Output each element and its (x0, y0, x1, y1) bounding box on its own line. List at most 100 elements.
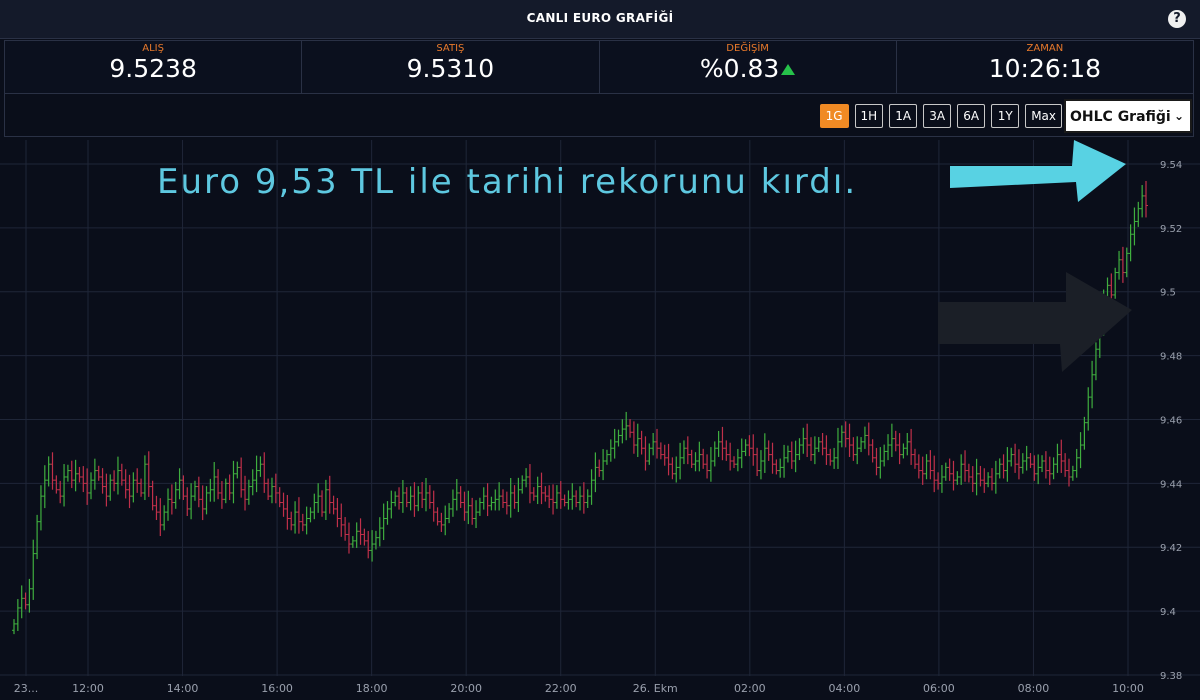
ohlc-bar (189, 483, 194, 520)
ohlc-bar (1090, 360, 1095, 409)
stat-label: ZAMAN (1026, 43, 1064, 54)
ohlc-bar (1036, 454, 1041, 485)
ohlc-bar (551, 484, 556, 515)
ohlc-bar (212, 462, 217, 502)
ohlc-bar (966, 463, 971, 483)
ohlc-bar (1128, 224, 1133, 262)
ohlc-bar (635, 423, 640, 457)
ohlc-bar (1043, 451, 1048, 479)
ohlc-bar (762, 433, 767, 473)
ohlc-bar (1051, 457, 1056, 480)
x-tick-label: 23... (14, 682, 39, 695)
range-button-3a[interactable]: 3A (923, 104, 952, 128)
ohlc-bar (377, 517, 382, 547)
ohlc-bar (855, 436, 860, 465)
chart-bars (12, 180, 1148, 635)
ohlc-bar (169, 484, 174, 515)
ohlc-bar (1136, 201, 1141, 227)
range-button-1h[interactable]: 1H (854, 104, 884, 128)
ohlc-bar (589, 469, 594, 505)
ohlc-bar (354, 522, 359, 548)
ohlc-bar (458, 486, 463, 508)
range-button-6a[interactable]: 6A (957, 104, 986, 128)
ohlc-bar (73, 459, 78, 492)
ohlc-bar (150, 480, 155, 511)
ohlc-bar (870, 439, 875, 463)
ohlc-bar (250, 469, 255, 496)
ohlc-bar (959, 454, 964, 485)
ohlc-bar (955, 471, 960, 485)
ohlc-bar (585, 489, 590, 508)
ohlc-bar (708, 447, 713, 482)
ohlc-bar (997, 458, 1002, 479)
range-button-1a[interactable]: 1A (889, 104, 918, 128)
ohlc-bar (308, 507, 313, 523)
ohlc-bar (393, 491, 398, 507)
ohlc-bar (631, 421, 636, 454)
up-arrow-icon (781, 64, 796, 75)
ohlc-bar (81, 466, 86, 493)
y-tick-label: 9.52 (1160, 224, 1182, 235)
range-button-1g[interactable]: 1G (819, 104, 849, 128)
ohlc-bar (835, 427, 840, 469)
range-button-max[interactable]: Max (1025, 104, 1062, 128)
x-tick-label: 04:00 (829, 682, 861, 695)
ohlc-bar (970, 466, 975, 493)
ohlc-bar (96, 465, 101, 481)
ohlc-bar (158, 498, 163, 537)
ohlc-bar (728, 442, 733, 471)
ohlc-bar (192, 480, 197, 501)
ohlc-bar (943, 462, 948, 481)
chevron-down-icon: ⌄ (1173, 109, 1184, 123)
ohlc-bar (862, 426, 867, 449)
ohlc-bar (489, 496, 494, 511)
ohlc-bar (397, 487, 402, 510)
ohlc-bar (539, 472, 544, 505)
help-icon[interactable]: ? (1168, 10, 1186, 28)
ohlc-bar (293, 501, 298, 534)
ohlc-bar (304, 506, 309, 535)
ohlc-bar (400, 480, 405, 513)
ohlc-bar (327, 475, 332, 514)
ohlc-bar (112, 470, 117, 492)
ohlc-bar (223, 478, 228, 504)
ohlc-bar (362, 528, 367, 546)
ohlc-bar (462, 491, 467, 521)
ohlc-bar (1074, 448, 1079, 478)
stat-change-value-wrap: %0.83 (600, 54, 896, 84)
ohlc-bar (778, 458, 783, 478)
ohlc-bar (200, 485, 205, 521)
ohlc-bar (1117, 250, 1122, 280)
ohlc-bar (766, 440, 771, 461)
ohlc-bar (474, 500, 479, 529)
ohlc-bar (1070, 465, 1075, 481)
ohlc-bar (312, 493, 317, 520)
ohlc-bar (936, 472, 941, 490)
ohlc-bar (524, 468, 529, 488)
ohlc-bar (685, 436, 690, 465)
ohlc-bar (662, 444, 667, 466)
ohlc-bar (520, 475, 525, 494)
stats-bar: ALIŞ 9.5238 SATIŞ 9.5310 DEĞİŞİM %0.83 Z… (4, 40, 1194, 94)
ohlc-bar (986, 472, 991, 488)
ohlc-bar (1055, 443, 1060, 473)
ohlc-bar (701, 448, 706, 469)
ohlc-bar (658, 442, 663, 460)
ohlc-bar (531, 487, 536, 501)
ohlc-bar (886, 434, 891, 461)
ohlc-bar (651, 432, 656, 456)
ohlc-bar (139, 478, 144, 497)
ohlc-bar (92, 458, 97, 490)
ohlc-bar (543, 486, 548, 502)
chart-type-select[interactable]: OHLC Grafiği ⌄ (1064, 99, 1192, 133)
range-button-1y[interactable]: 1Y (991, 104, 1020, 128)
ohlc-bar (1005, 447, 1010, 482)
ohlc-bar (1020, 453, 1025, 474)
ohlc-bar (847, 423, 852, 457)
ohlc-bar (770, 442, 775, 474)
arrow-body (950, 140, 1126, 202)
ohlc-bar (316, 483, 321, 513)
ohlc-bar (816, 437, 821, 453)
y-tick-label: 9.42 (1160, 543, 1182, 554)
ohlc-bar (1032, 455, 1037, 481)
